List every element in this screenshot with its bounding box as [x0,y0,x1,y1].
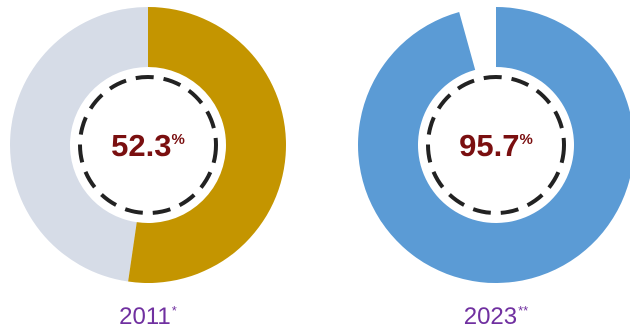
year-label-2011: 2011* [68,303,228,331]
dashed-ring-2023 [426,75,566,215]
year-label-2023: 2023** [416,303,576,331]
year-2023: 2023 [463,303,518,330]
footnote-mark-2023: ** [518,303,529,318]
donut-value-slice-2011 [128,7,287,283]
value-label-2011: 52.3% [111,128,185,163]
donut-2011: 52.3% [10,7,287,283]
value-label-2023: 95.7% [459,128,533,163]
dashed-ring-2011 [78,75,218,215]
year-2011: 2011 [119,303,171,330]
footnote-mark-2011: * [171,303,177,318]
donut-value-slice-2023 [358,7,630,283]
donut-remainder-slice-2011 [10,7,148,282]
value-unit-2023: % [520,131,533,148]
value-number-2011: 52.3 [111,128,171,163]
donut-remainder-slice-2023 [459,7,496,70]
value-number-2023: 95.7 [459,128,519,163]
value-unit-2011: % [172,131,185,148]
donut-2023: 95.7% [358,7,630,283]
